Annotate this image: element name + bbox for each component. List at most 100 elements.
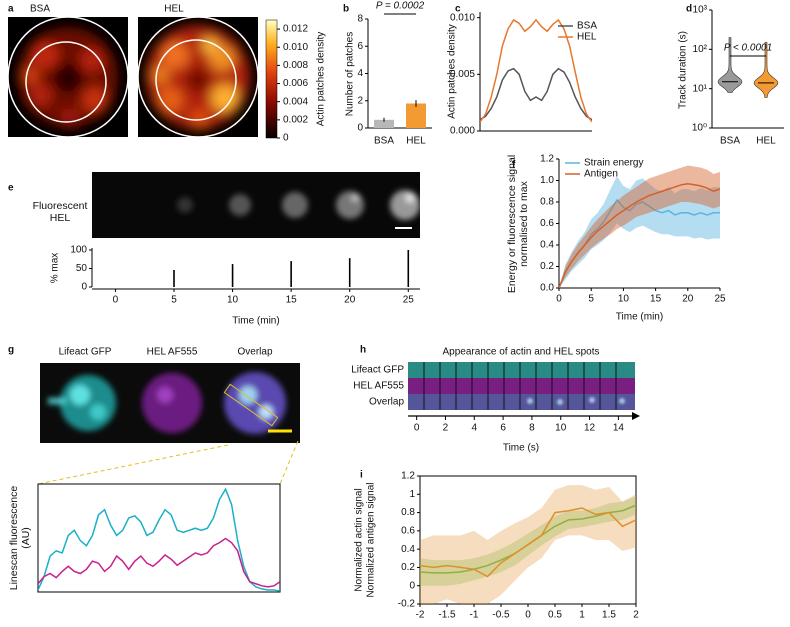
y-tick-label: 1.2 xyxy=(540,154,554,165)
y-tick-label: 10³ xyxy=(693,5,708,16)
heatmap-image xyxy=(8,17,128,137)
y-tick-label: 0.000 xyxy=(450,126,475,137)
x-tick-label: 20 xyxy=(682,294,694,305)
colorbar-tick-label: 0.002 xyxy=(283,114,308,125)
violin xyxy=(717,37,743,93)
colorbar-tick-label: 0.008 xyxy=(283,60,308,71)
heatmap-image xyxy=(138,17,258,137)
x-tick-label: 1.5 xyxy=(602,610,616,621)
montage-title: Appearance of actin and HEL spots xyxy=(443,347,600,358)
x-tick-label: -0.5 xyxy=(492,610,510,621)
x-tick-label: HEL xyxy=(756,136,776,147)
line xyxy=(38,487,280,592)
panel-label: e xyxy=(8,183,14,194)
plot-area xyxy=(559,165,720,288)
x-tick-label: 25 xyxy=(714,294,726,305)
x-tick-label: -1 xyxy=(470,610,479,621)
x-tick-label: 15 xyxy=(286,295,298,306)
y-tick-label: 100 xyxy=(70,245,87,256)
y-tick-label: 0.8 xyxy=(540,197,554,208)
x-tick-label: 25 xyxy=(403,295,415,306)
microscopy-strip xyxy=(92,172,420,238)
image-label: Lifeact GFP xyxy=(59,347,112,358)
y-tick-label: 0.6 xyxy=(540,218,554,229)
x-tick-label: 2 xyxy=(633,610,639,621)
y-tick-label: 0.4 xyxy=(540,240,554,251)
x-tick-label: BSA xyxy=(374,136,394,147)
y-tick-label: 0.8 xyxy=(401,507,415,518)
line xyxy=(480,67,592,121)
colorbar-tick-label: 0.004 xyxy=(283,96,308,107)
y-tick-label: 0.0 xyxy=(540,283,554,294)
image-label: HEL xyxy=(164,4,184,15)
x-tick-label: 20 xyxy=(344,295,356,306)
y-tick-label: 0.005 xyxy=(450,69,475,80)
y-tick-label: 0.010 xyxy=(450,12,475,23)
x-tick-label: 0 xyxy=(113,295,119,306)
y-axis-label: Linescan fluorescence (AU) xyxy=(8,485,32,591)
row-label: Lifeact GFP xyxy=(351,365,404,376)
x-tick-label: 0 xyxy=(556,294,562,305)
y-tick-label: 0 xyxy=(409,580,415,591)
x-axis-label: Time (min) xyxy=(232,316,279,327)
x-tick-label: 0 xyxy=(525,610,531,621)
y-axis-label: Actin patches density xyxy=(447,24,458,119)
error-band xyxy=(559,176,720,288)
legend-label: HEL xyxy=(577,32,597,43)
axis-arrow xyxy=(632,412,640,420)
image-label: Fluorescent HEL xyxy=(32,200,88,224)
error-band xyxy=(559,165,720,288)
series-label: Normalized antigen signal xyxy=(366,482,377,597)
y-tick-label: 0.6 xyxy=(401,525,415,536)
y-axis-label: Track duration (s) xyxy=(678,31,689,109)
row-label: Overlap xyxy=(369,397,404,408)
legend-label: Strain energy xyxy=(584,158,643,169)
y-tick-label: 0.4 xyxy=(401,544,415,555)
x-tick-label: HEL xyxy=(406,136,426,147)
y-axis-label: % max xyxy=(50,253,61,284)
x-tick-label: 0.5 xyxy=(548,610,562,621)
y-tick-label: -0.2 xyxy=(398,599,416,610)
plot-area xyxy=(420,485,636,604)
panel-label: g xyxy=(8,345,14,356)
y-tick-label: 8 xyxy=(357,14,363,25)
y-tick-label: 2 xyxy=(357,95,363,106)
legend-label: BSA xyxy=(577,21,597,32)
x-tick-label: 14 xyxy=(613,423,625,434)
x-tick-label: -1.5 xyxy=(438,610,456,621)
colorbar-tick-label: 0.012 xyxy=(283,24,308,35)
montage xyxy=(408,362,635,410)
zoom-line xyxy=(279,440,299,485)
colorbar-tick-label: 0 xyxy=(283,133,289,144)
x-tick-label: 12 xyxy=(584,423,596,434)
x-tick-label: 10 xyxy=(227,295,239,306)
y-tick-label: 4 xyxy=(357,68,363,79)
bar xyxy=(406,103,426,128)
y-tick-label: 50 xyxy=(76,263,88,274)
x-tick-label: 5 xyxy=(588,294,594,305)
image-label: HEL AF555 xyxy=(147,347,198,358)
plot-frame xyxy=(37,483,281,593)
panel-label: a xyxy=(8,4,14,15)
x-tick-label: 10 xyxy=(618,294,630,305)
x-axis-label: Time (min) xyxy=(616,312,663,323)
colorbar-tick-label: 0.010 xyxy=(283,42,308,53)
y-tick-label: 0.2 xyxy=(540,261,554,272)
x-tick-label: 6 xyxy=(500,423,506,434)
y-tick-label: 6 xyxy=(357,41,363,52)
y-tick-label: 10¹ xyxy=(693,83,708,94)
y-axis-label: Energy or fluorescence signal normalised… xyxy=(506,154,530,294)
panel-label: d xyxy=(686,4,692,15)
row-label: HEL AF555 xyxy=(353,381,404,392)
line xyxy=(420,507,636,578)
y-tick-label: 10² xyxy=(693,44,708,55)
x-tick-label: 2 xyxy=(443,423,449,434)
image-label: BSA xyxy=(30,4,50,15)
annotation: P = 0.0002 xyxy=(376,1,425,12)
x-tick-label: 8 xyxy=(529,423,535,434)
panel-label: f xyxy=(512,160,516,171)
x-tick-label: -2 xyxy=(416,610,425,621)
zoom-line xyxy=(37,444,229,485)
y-tick-label: 10⁰ xyxy=(692,123,707,134)
